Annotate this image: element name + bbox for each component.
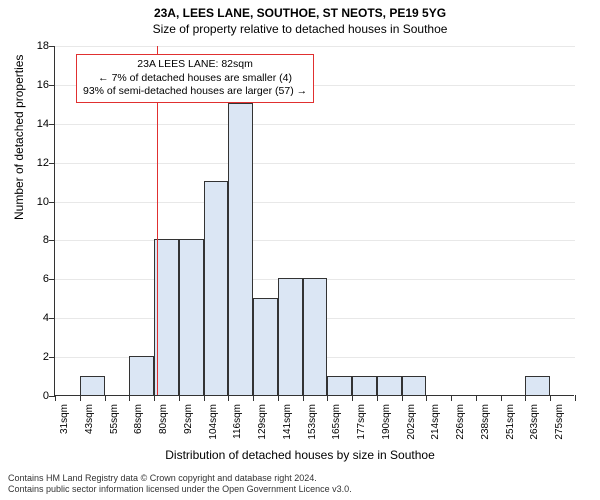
histogram-bar [80, 376, 105, 395]
x-tick [476, 395, 477, 401]
histogram-bar [327, 376, 352, 395]
x-tick [327, 395, 328, 401]
x-tick [575, 395, 576, 401]
x-tick [179, 395, 180, 401]
footer-line-1: Contains HM Land Registry data © Crown c… [8, 473, 352, 485]
histogram-bar [278, 278, 303, 395]
info-box-line: 93% of semi-detached houses are larger (… [83, 85, 307, 99]
x-tick [426, 395, 427, 401]
x-tick [228, 395, 229, 401]
histogram-bar [525, 376, 550, 395]
histogram-bar [303, 278, 328, 395]
histogram-bar [228, 103, 253, 395]
y-tick-label: 2 [21, 351, 49, 363]
x-tick [55, 395, 56, 401]
gridline [55, 202, 575, 203]
y-tick-label: 0 [21, 390, 49, 402]
page-subtitle: Size of property relative to detached ho… [0, 20, 600, 36]
y-tick [49, 318, 55, 319]
x-tick [451, 395, 452, 401]
x-tick [154, 395, 155, 401]
gridline [55, 124, 575, 125]
footer-line-2: Contains public sector information licen… [8, 484, 352, 496]
footer-attribution: Contains HM Land Registry data © Crown c… [8, 473, 352, 496]
x-tick [501, 395, 502, 401]
x-tick [377, 395, 378, 401]
y-tick [49, 357, 55, 358]
histogram-bar [253, 298, 278, 395]
x-tick [80, 395, 81, 401]
y-tick-label: 10 [21, 196, 49, 208]
x-tick [204, 395, 205, 401]
x-tick [253, 395, 254, 401]
histogram-bar [402, 376, 427, 395]
x-tick [525, 395, 526, 401]
histogram-bar [179, 239, 204, 395]
x-tick [303, 395, 304, 401]
info-box-line: ← 7% of detached houses are smaller (4) [83, 72, 307, 86]
y-tick-label: 16 [21, 79, 49, 91]
x-tick [550, 395, 551, 401]
y-tick [49, 46, 55, 47]
histogram-bar [129, 356, 154, 395]
y-tick [49, 202, 55, 203]
histogram-bar [204, 181, 229, 395]
y-tick-label: 4 [21, 312, 49, 324]
y-tick-label: 6 [21, 273, 49, 285]
histogram-bar [352, 376, 377, 395]
info-box-line: 23A LEES LANE: 82sqm [83, 58, 307, 72]
y-tick-label: 12 [21, 157, 49, 169]
y-tick-label: 14 [21, 118, 49, 130]
info-box: 23A LEES LANE: 82sqm← 7% of detached hou… [76, 54, 314, 103]
histogram-bar [377, 376, 402, 395]
y-tick [49, 124, 55, 125]
x-tick [129, 395, 130, 401]
y-tick [49, 163, 55, 164]
gridline [55, 240, 575, 241]
page-title: 23A, LEES LANE, SOUTHOE, ST NEOTS, PE19 … [0, 0, 600, 20]
x-axis-title: Distribution of detached houses by size … [0, 448, 600, 462]
x-tick [278, 395, 279, 401]
x-tick [352, 395, 353, 401]
y-tick-label: 18 [21, 40, 49, 52]
y-tick [49, 240, 55, 241]
y-tick-label: 8 [21, 234, 49, 246]
x-tick [402, 395, 403, 401]
gridline [55, 46, 575, 47]
y-tick [49, 279, 55, 280]
x-tick [105, 395, 106, 401]
y-tick [49, 85, 55, 86]
gridline [55, 163, 575, 164]
